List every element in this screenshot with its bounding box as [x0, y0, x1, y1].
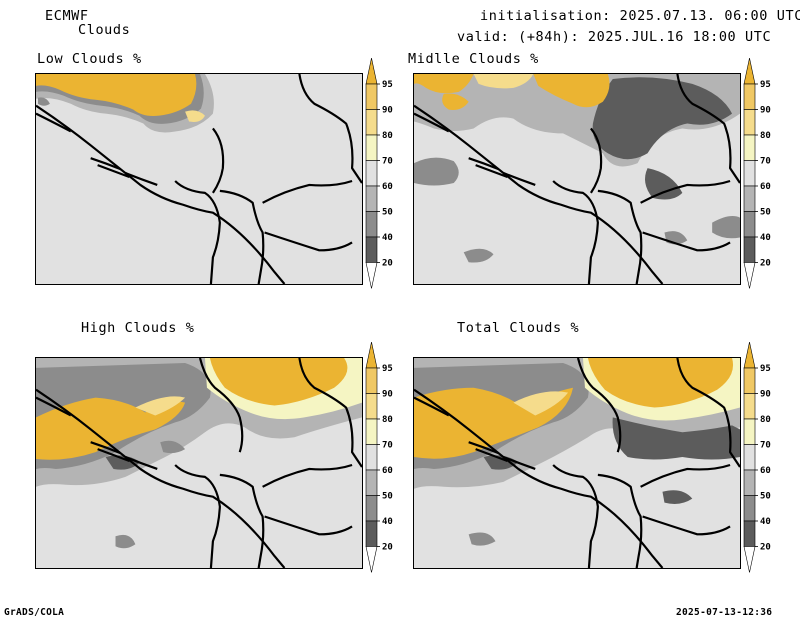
colorbar-label: 70 [382, 441, 393, 451]
total-clouds-map [413, 357, 741, 569]
product-name: Clouds [78, 22, 131, 38]
colorbar-label: 60 [760, 182, 771, 192]
colorbar-segment [365, 520, 378, 547]
colorbar-segment [365, 236, 378, 263]
colorbar-label: 50 [760, 492, 771, 502]
colorbar-label: 50 [382, 208, 393, 218]
colorbar-label: 90 [382, 106, 393, 116]
colorbar-segment [365, 393, 378, 420]
colorbar-top-arrow [365, 57, 378, 85]
colorbar-label: 95 [382, 80, 393, 90]
colorbar-label: 90 [760, 106, 771, 116]
colorbar-segment [743, 469, 756, 496]
colorbar-top-arrow [743, 341, 756, 369]
valid-time: valid: (+84h): 2025.JUL.16 18:00 UTC [457, 29, 772, 45]
colorbar-label: 20 [760, 543, 771, 553]
colorbar-label: 80 [382, 415, 393, 425]
footer-timestamp: 2025-07-13-12:36 [676, 607, 773, 618]
colorbar-label: 40 [760, 233, 771, 243]
colorbar-label: 95 [760, 80, 771, 90]
colorbar-bottom-arrow [365, 546, 378, 573]
colorbar-segment [743, 393, 756, 420]
colorbar-segment [365, 134, 378, 161]
colorbar-label: 20 [382, 543, 393, 553]
colorbar-label: 50 [382, 492, 393, 502]
colorbar-segment [743, 185, 756, 212]
colorbar-segment [743, 367, 756, 394]
colorbar-label: 40 [760, 517, 771, 527]
colorbar-label: 60 [382, 182, 393, 192]
colorbar-segment [365, 109, 378, 136]
colorbar-top-arrow [743, 57, 756, 85]
colorbar-label: 20 [382, 259, 393, 269]
panel-title-total: Total Clouds % [457, 320, 580, 336]
colorbar-segment [743, 211, 756, 238]
colorbar-bottom-arrow [743, 262, 756, 289]
colorbar-total: 95 90 80 70 60 50 40 20 [742, 341, 794, 578]
colorbar-segment [743, 444, 756, 471]
colorbar-label: 40 [382, 517, 393, 527]
colorbar-label: 80 [760, 131, 771, 141]
colorbar-label: 70 [382, 157, 393, 167]
colorbar-label: 95 [760, 364, 771, 374]
panel-title-low: Low Clouds % [37, 51, 142, 67]
colorbar-label: 20 [760, 259, 771, 269]
colorbar-middle: 95 90 80 70 60 50 40 20 [742, 57, 794, 294]
colorbar-label: 60 [760, 466, 771, 476]
colorbar-segment [365, 469, 378, 496]
colorbar-segment [743, 520, 756, 547]
middle-clouds-map [413, 73, 741, 285]
colorbar-segment [743, 134, 756, 161]
colorbar-label: 40 [382, 233, 393, 243]
colorbar-label: 50 [760, 208, 771, 218]
colorbar-segment [743, 160, 756, 187]
colorbar-label: 95 [382, 364, 393, 374]
colorbar-segment [365, 185, 378, 212]
colorbar-bottom-arrow [365, 262, 378, 289]
colorbar-segment [365, 83, 378, 110]
model-name: ECMWF [45, 8, 89, 24]
colorbar-label: 80 [760, 415, 771, 425]
colorbar-segment [743, 109, 756, 136]
colorbar-label: 80 [382, 131, 393, 141]
colorbar-bottom-arrow [743, 546, 756, 573]
panel-title-high: High Clouds % [81, 320, 195, 336]
colorbar-high: 95 90 80 70 60 50 40 20 [364, 341, 416, 578]
colorbar-low: 95 90 80 70 60 50 40 20 [364, 57, 416, 294]
colorbar-segment [743, 83, 756, 110]
colorbar-segment [365, 495, 378, 522]
colorbar-label: 70 [760, 441, 771, 451]
colorbar-segment [365, 367, 378, 394]
colorbar-segment [743, 236, 756, 263]
panel-title-middle: Midlle Clouds % [408, 51, 539, 67]
colorbar-label: 90 [760, 390, 771, 400]
colorbar-top-arrow [365, 341, 378, 369]
low-clouds-map [35, 73, 363, 285]
initialisation-time: initialisation: 2025.07.13. 06:00 UTC [480, 8, 800, 24]
footer-software: GrADS/COLA [4, 607, 65, 618]
colorbar-segment [365, 444, 378, 471]
colorbar-label: 90 [382, 390, 393, 400]
colorbar-label: 60 [382, 466, 393, 476]
colorbar-segment [365, 160, 378, 187]
colorbar-segment [365, 418, 378, 445]
colorbar-segment [743, 495, 756, 522]
colorbar-segment [743, 418, 756, 445]
colorbar-label: 70 [760, 157, 771, 167]
colorbar-segment [365, 211, 378, 238]
high-clouds-map [35, 357, 363, 569]
